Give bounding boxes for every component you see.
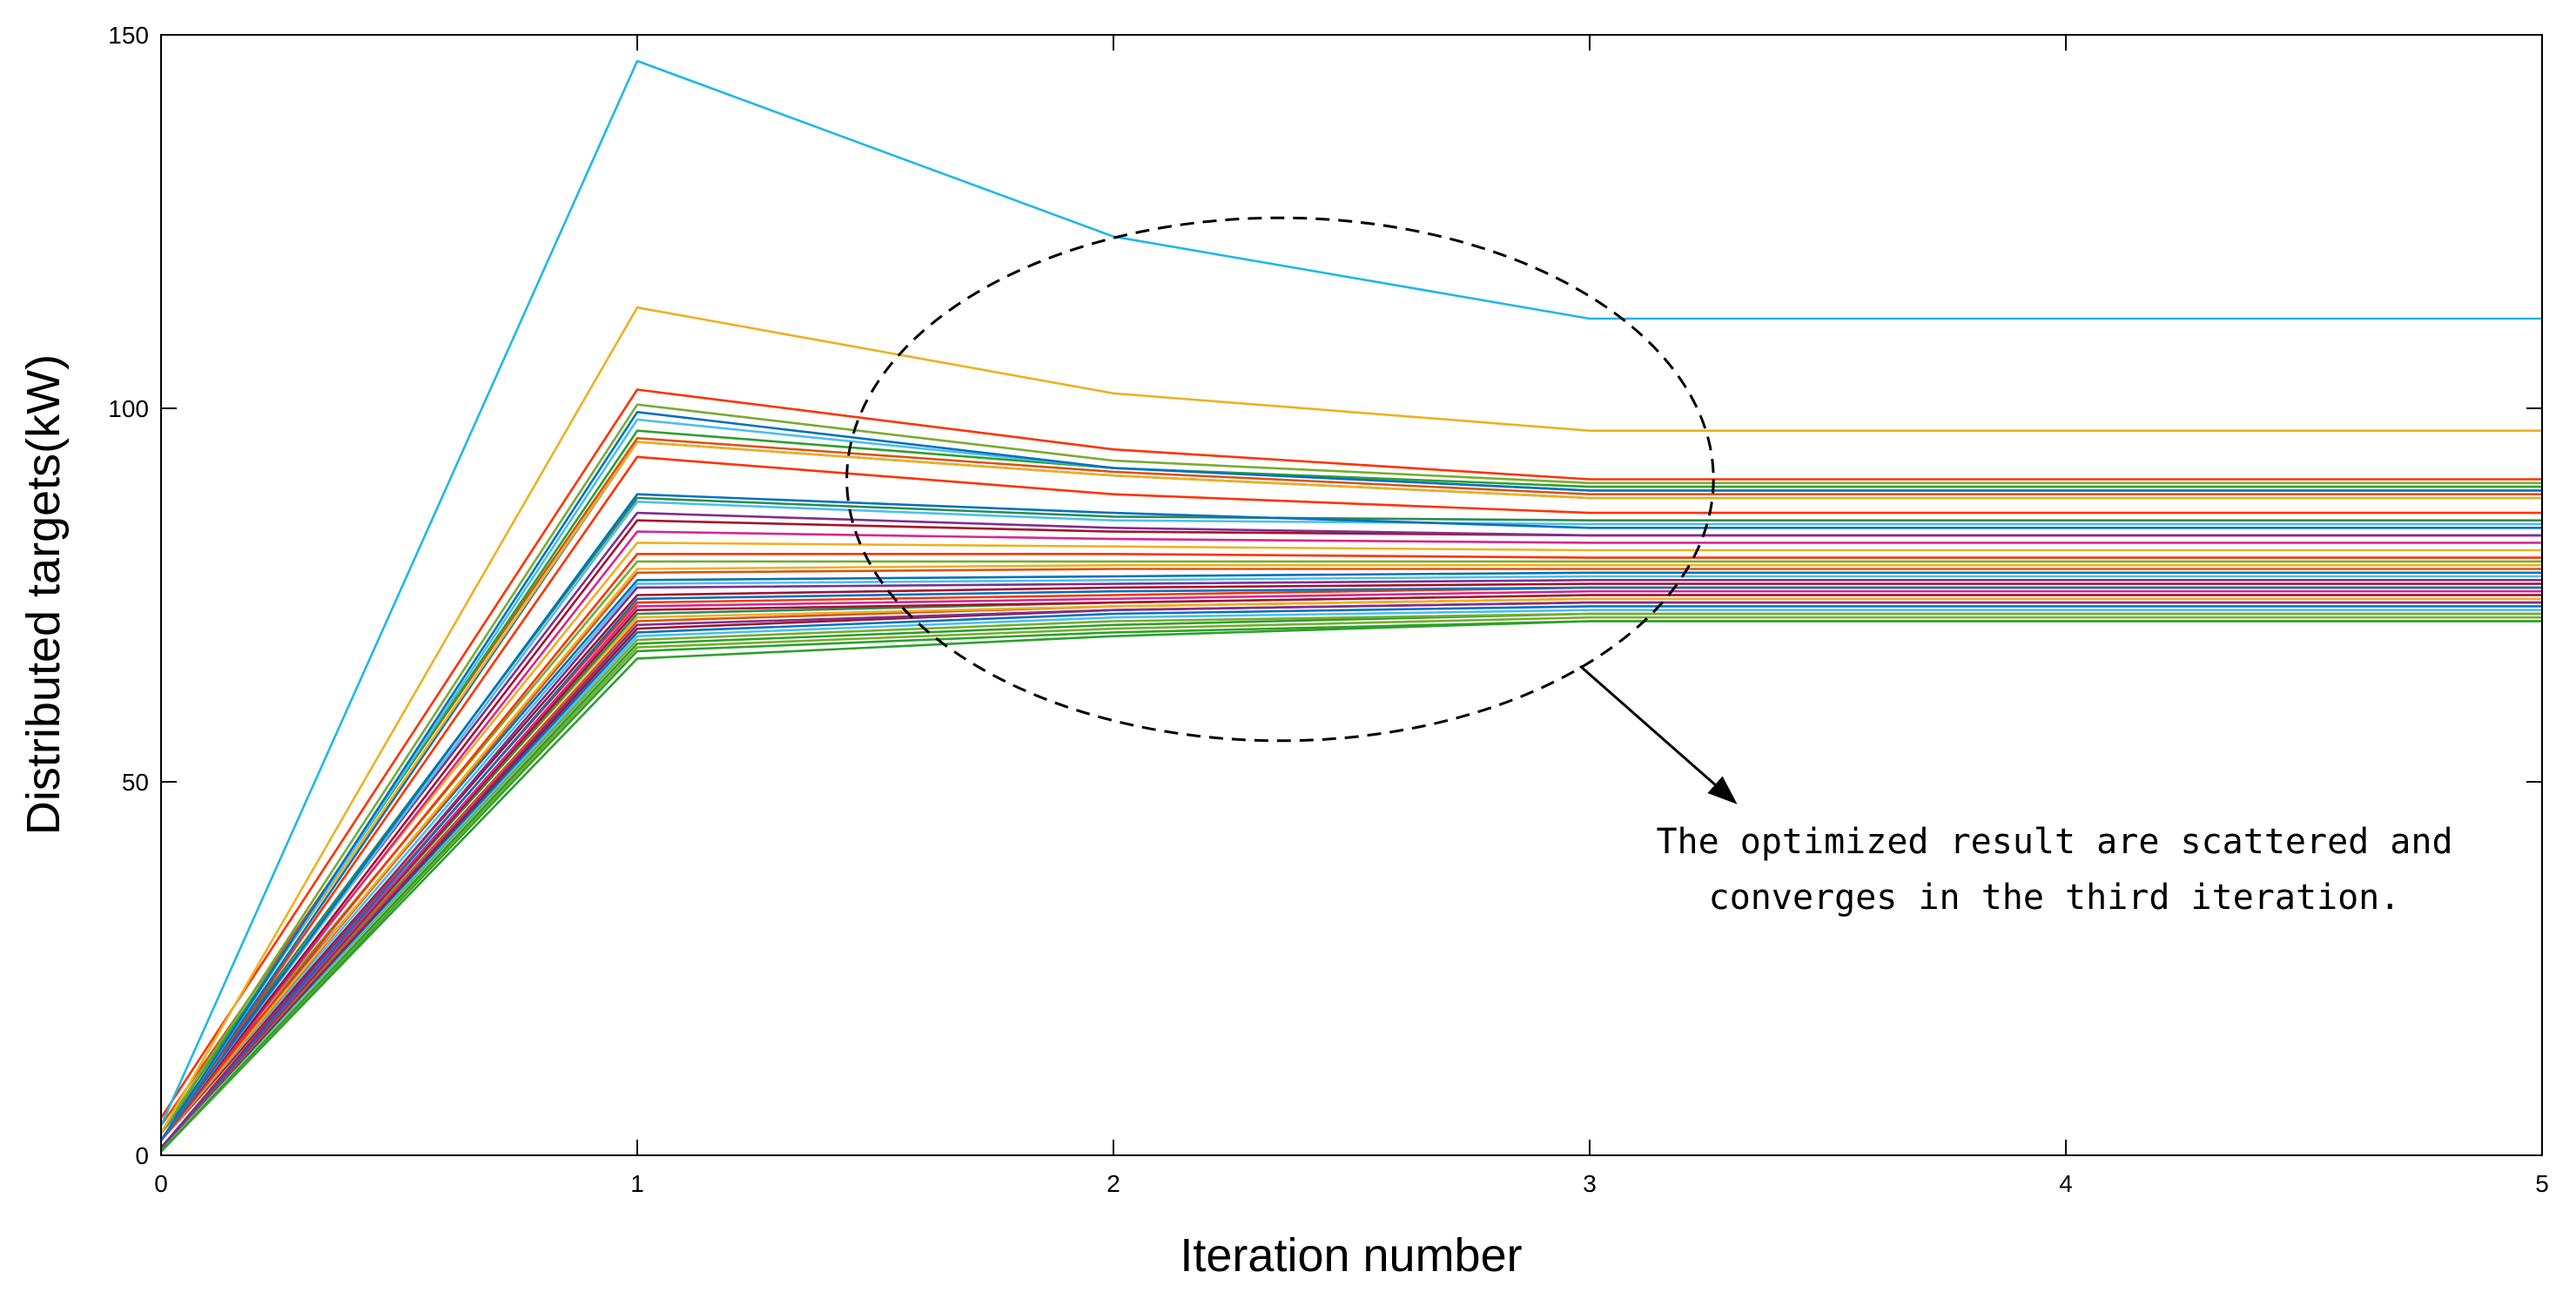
series-line-21 <box>160 563 2542 1141</box>
x-tick-label: 4 <box>2059 1170 2073 1197</box>
x-tick-label: 1 <box>630 1170 644 1197</box>
y-tick-label: 0 <box>135 1142 149 1169</box>
highlight-ellipse <box>845 216 1715 743</box>
series-line-29 <box>160 589 2542 1149</box>
series-line-24 <box>160 575 2542 1141</box>
annotation-arrow-head <box>1707 776 1738 804</box>
series-line-7 <box>159 429 2542 1134</box>
series-line-15 <box>159 511 2542 1134</box>
series-line-41 <box>160 620 2542 1153</box>
series-line-20 <box>160 560 2542 1134</box>
series-line-11 <box>159 455 2542 1141</box>
x-tick-label: 3 <box>1583 1170 1597 1197</box>
series-line-37 <box>160 609 2542 1149</box>
series-line-34 <box>160 601 2542 1149</box>
series-line-36 <box>160 605 2542 1149</box>
x-tick-label: 2 <box>1106 1170 1120 1197</box>
x-axis-title: Iteration number <box>1180 1229 1522 1282</box>
series-line-30 <box>160 594 2542 1149</box>
series-line-38 <box>160 612 2542 1149</box>
series-line-27 <box>160 586 2542 1149</box>
series-line-5 <box>159 410 2542 1141</box>
annotation-text-line-1: The optimized result are scattered and <box>1656 822 2452 862</box>
series-line-18 <box>159 542 2542 1134</box>
series-line-23 <box>160 571 2542 1134</box>
x-tick-label: 0 <box>154 1170 168 1197</box>
series-line-3 <box>159 388 2542 1119</box>
series-line-2 <box>159 306 2542 1134</box>
series-line-8 <box>159 436 2542 1127</box>
series-line-12 <box>159 493 2542 1141</box>
series-line-40 <box>160 616 2542 1153</box>
y-tick-label: 50 <box>122 769 149 796</box>
annotation-layer: The optimized result are scattered and co… <box>845 216 2453 918</box>
annotation-text-line-2: converges in the third iteration. <box>1709 878 2401 918</box>
series-line-25 <box>160 578 2542 1149</box>
series-line-22 <box>160 568 2542 1141</box>
series-line-17 <box>159 530 2542 1141</box>
annotation-arrow-shaft <box>1579 664 1717 786</box>
y-tick-label: 100 <box>108 395 149 422</box>
series-line-9 <box>159 441 2542 1134</box>
series-line-4 <box>159 403 2542 1134</box>
series-line-26 <box>160 582 2542 1141</box>
plot-area-frame <box>160 34 2543 1156</box>
series-line-14 <box>159 500 2542 1141</box>
x-tick-label: 5 <box>2535 1170 2549 1197</box>
series-line-19 <box>159 552 2542 1141</box>
y-tick-label: 150 <box>108 22 149 49</box>
series-line-1 <box>159 59 2542 1127</box>
y-axis-title: Distributed targets(kW) <box>17 354 70 835</box>
series-line-32 <box>160 597 2542 1141</box>
series-layer <box>159 59 2542 1153</box>
